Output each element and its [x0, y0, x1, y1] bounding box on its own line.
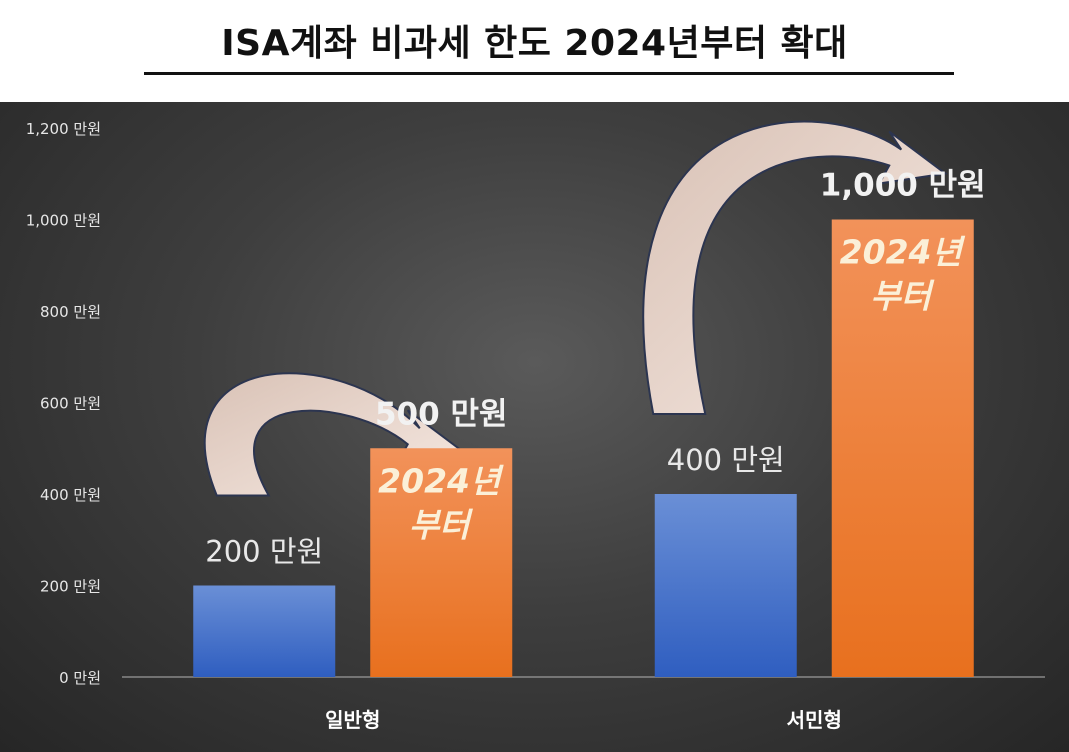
y-tick-label: 1,000 만원 — [26, 212, 101, 230]
bar-value-label: 500 만원 — [375, 396, 508, 432]
x-category-label: 서민형 — [787, 708, 842, 732]
bar-annotation-text: 2024년 — [840, 233, 966, 272]
y-tick-label: 800 만원 — [40, 303, 101, 321]
bar-annotation-text: 2024년 — [378, 461, 504, 500]
y-tick-label: 200 만원 — [40, 578, 101, 596]
y-tick-label: 1,200 만원 — [26, 120, 101, 138]
x-category-label: 일반형 — [325, 708, 380, 732]
bar-value-label: 200 만원 — [205, 535, 323, 569]
bar-value-label: 1,000 만원 — [820, 168, 986, 204]
bar-current — [193, 586, 335, 678]
bar-annotation-text: 부터 — [870, 277, 934, 316]
bar-current — [655, 494, 797, 677]
bar-annotation-text: 부터 — [409, 505, 473, 544]
y-tick-label: 600 만원 — [40, 395, 101, 413]
y-tick-label: 400 만원 — [40, 486, 101, 504]
bars-layer — [193, 220, 974, 678]
y-tick-label: 0 만원 — [59, 669, 101, 687]
bar-value-label: 400 만원 — [667, 443, 785, 477]
